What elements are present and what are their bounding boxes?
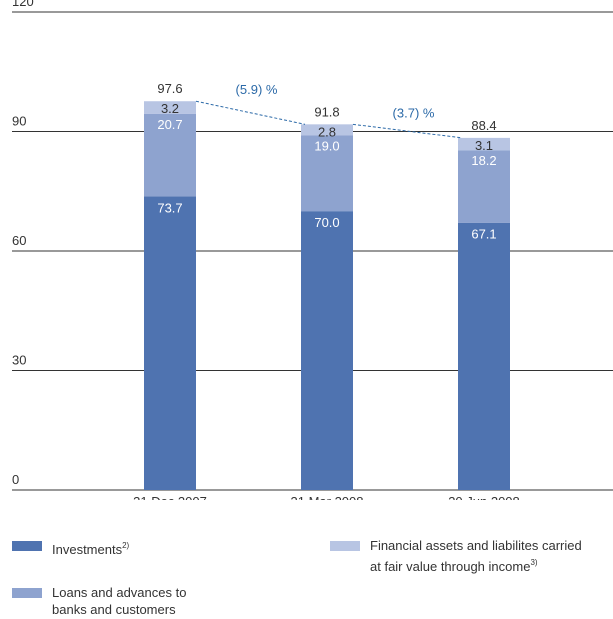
- bar-segment-0-0: [144, 196, 196, 490]
- bar-segment-1-2: [458, 150, 510, 223]
- value-label-2-2: 3.1: [475, 138, 493, 153]
- y-tick-label-120: 120: [12, 0, 34, 9]
- x-tick-label-1: 31 Mar 2008: [291, 494, 364, 500]
- y-tick-label-30: 30: [12, 353, 26, 368]
- y-tick-label-0: 0: [12, 472, 19, 487]
- change-connector-0: [195, 100, 306, 125]
- value-label-2-0: 3.2: [161, 101, 179, 116]
- x-tick-label-2: 30 Jun 2008: [448, 494, 520, 500]
- bar-segment-2-2: [458, 137, 510, 151]
- legend-label-investments: Investments2): [52, 541, 130, 557]
- bar-segment-0-1: [301, 211, 353, 490]
- y-tick-label-90: 90: [12, 114, 26, 129]
- legend-label-fair-value: Financial assets and liabilites carried …: [370, 538, 582, 574]
- value-label-1-1: 19.0: [314, 138, 339, 153]
- y-tick-label-60: 60: [12, 233, 26, 248]
- bar-segment-2-1: [301, 124, 353, 136]
- value-label-0-2: 67.1: [471, 227, 496, 242]
- chart: 0 30 60 90 120 73.7 20.73.2 97.6 31 Dec 2007 70.0…: [12, 0, 613, 500]
- legend-label-loans: Loans and advances to banks and customer…: [52, 585, 187, 617]
- legend-swatch-investments: [12, 541, 42, 551]
- value-label-0-1: 70.0: [314, 215, 339, 230]
- legend-swatch-fair-value: [330, 541, 360, 551]
- change-label-0: (5.9) %: [236, 82, 278, 97]
- bar-segment-2-0: [144, 101, 196, 114]
- bar-segment-0-2: [458, 222, 510, 491]
- value-label-2-1: 2.8: [318, 124, 336, 139]
- bar-segment-1-0: [144, 113, 196, 197]
- bar-segment-1-1: [301, 135, 353, 212]
- change-label-1: (3.7) %: [393, 105, 435, 120]
- value-label-1-2: 18.2: [471, 153, 496, 168]
- legend-swatch-loans: [12, 588, 42, 598]
- value-label-1-0: 20.7: [157, 117, 182, 132]
- change-connector-1: [352, 123, 463, 139]
- x-tick-label-0: 31 Dec 2007: [133, 494, 207, 500]
- total-label-2: 88.4: [471, 118, 496, 133]
- total-label-0: 97.6: [157, 81, 182, 96]
- total-label-1: 91.8: [314, 104, 339, 119]
- value-label-0-0: 73.7: [157, 200, 182, 215]
